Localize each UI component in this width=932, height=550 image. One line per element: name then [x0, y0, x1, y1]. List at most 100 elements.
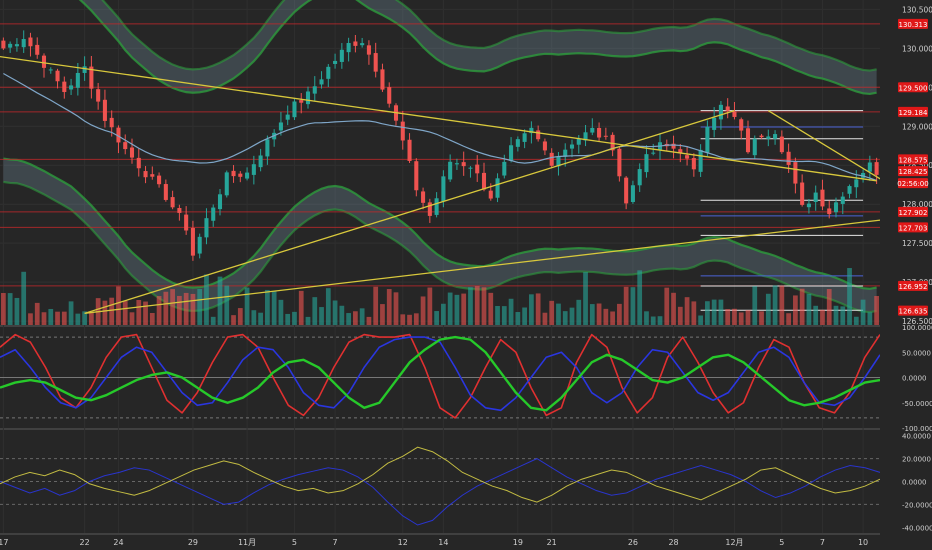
volume-bar — [501, 306, 507, 325]
candle-body — [536, 130, 541, 140]
volume-bar — [21, 271, 27, 325]
candle-body — [833, 202, 839, 213]
time-tick: 11月 — [238, 538, 256, 547]
time-tick: 21 — [547, 538, 557, 547]
candle-body — [333, 60, 338, 64]
candle-body — [387, 87, 392, 104]
volume-bar — [447, 292, 453, 325]
candle-body — [752, 138, 757, 156]
volume-bar — [664, 287, 670, 325]
volume-bar — [569, 307, 575, 325]
candle-body — [603, 135, 608, 137]
candle-body — [285, 114, 290, 120]
volume-bar — [373, 286, 379, 325]
candle-body — [800, 182, 805, 205]
candle-body — [725, 106, 730, 111]
candle-body — [55, 70, 60, 82]
time-tick: 17 — [0, 538, 8, 547]
candle-body — [136, 157, 141, 169]
price-badge — [898, 178, 928, 189]
time-tick: 26 — [628, 538, 638, 547]
volume-bar — [495, 305, 500, 325]
candle-body — [102, 99, 107, 121]
osc-tick: -100.0000 — [902, 425, 932, 433]
volume-bar — [183, 292, 189, 325]
candle-body — [820, 189, 825, 207]
candle-body — [569, 144, 575, 149]
time-tick: 24 — [113, 538, 123, 547]
volume-bar — [7, 293, 13, 325]
candle-body — [190, 227, 195, 256]
volume-bar — [840, 306, 846, 325]
volume-bar — [644, 311, 649, 325]
candle-body — [278, 122, 283, 131]
volume-bar — [874, 296, 879, 325]
volume-bar — [732, 308, 737, 325]
candle-body — [96, 89, 101, 102]
candle-body — [123, 142, 128, 150]
time-axis: 17 22 24 29 11月 5 7 12 14 19 21 26 28 12月 5 7 10 — [0, 538, 868, 547]
candle-body — [556, 156, 561, 167]
volume-bar — [718, 299, 724, 325]
volume-bar — [413, 313, 419, 325]
volume-bar — [535, 293, 541, 325]
candle-body — [312, 86, 317, 94]
volume-bar — [583, 272, 588, 325]
candle-body — [712, 117, 717, 130]
volume-bar — [522, 307, 527, 325]
candle-body — [231, 170, 236, 177]
time-tick: 19 — [513, 538, 523, 547]
candle-body — [305, 91, 311, 105]
volume-bar — [116, 286, 121, 325]
volume-bar — [359, 308, 365, 325]
time-tick: 5 — [292, 538, 297, 547]
candle-body — [678, 149, 683, 154]
volume-bar — [847, 268, 852, 325]
volume-bar — [468, 287, 473, 325]
candle-body — [224, 172, 229, 196]
volume-bar — [691, 301, 697, 325]
candle-body — [617, 148, 622, 177]
price-tick: 128.000 — [902, 200, 932, 209]
price-badge-label: 128.425 — [899, 168, 928, 176]
volume-bar — [380, 304, 385, 325]
candle-body — [238, 173, 243, 177]
candle-body — [515, 139, 520, 147]
candle-body — [529, 127, 534, 134]
price-badge — [898, 18, 928, 29]
osc-line — [0, 336, 881, 412]
trendlines[interactable] — [0, 55, 884, 314]
volume-bar — [48, 308, 54, 325]
volume-bar — [793, 295, 798, 325]
candle-body — [157, 175, 162, 185]
time-tick: 12 — [398, 538, 408, 547]
candle-body — [299, 100, 304, 103]
moving-average — [3, 73, 877, 182]
volume-bar — [488, 292, 494, 325]
price-badge-label: 127.902 — [899, 209, 928, 217]
candle-body — [827, 208, 832, 215]
indicator-panel: EURUSD — [0, 446, 901, 526]
candle-body — [732, 111, 737, 117]
candle-body — [89, 66, 94, 89]
volume-bar — [833, 305, 839, 325]
candle-body — [211, 207, 216, 221]
candle-body — [624, 177, 629, 204]
price-tick: 130.000 — [902, 44, 932, 53]
volume-bar — [427, 287, 433, 325]
volume-bar — [129, 312, 135, 325]
volume-bar — [210, 316, 216, 325]
candle-body — [813, 192, 818, 203]
volume-bar — [143, 301, 148, 325]
candle-body — [116, 127, 121, 143]
ind-tick: -20.0000 — [902, 501, 932, 509]
volume-bar — [752, 286, 758, 325]
price-badge-label: 128.575 — [899, 156, 928, 164]
volume-bar — [610, 311, 615, 325]
volume-bar — [623, 286, 629, 325]
price-tick: 128.500 — [902, 161, 932, 170]
volume-bar — [231, 315, 236, 325]
volume-bar — [603, 308, 609, 325]
